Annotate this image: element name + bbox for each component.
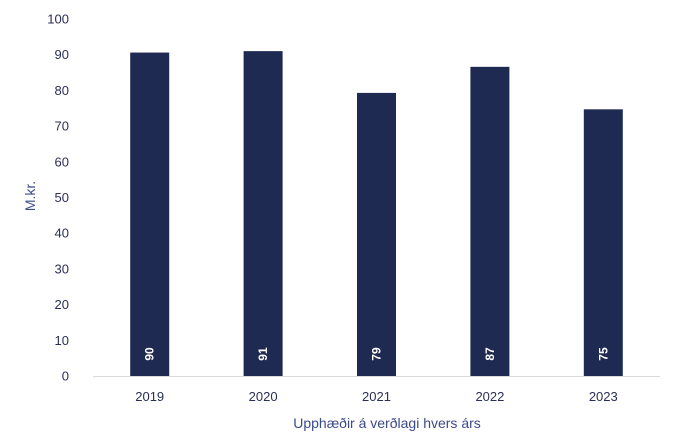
value-label-2021: 79: [370, 347, 384, 361]
y-tick-label: 100: [47, 12, 69, 27]
y-tick-label: 0: [62, 369, 69, 384]
bar-2023: [583, 109, 623, 377]
y-tick-label: 50: [55, 190, 69, 205]
bar-2021: [357, 92, 396, 377]
y-tick-label: 30: [55, 261, 69, 276]
y-tick-label: 20: [55, 297, 69, 312]
x-tick-label: 2019: [135, 389, 164, 404]
y-tick-label: 60: [55, 154, 69, 169]
bar-2020: [243, 51, 283, 376]
y-tick-label: 70: [55, 119, 69, 134]
bars: [130, 51, 623, 377]
value-label-2019: 90: [143, 347, 157, 361]
y-tick-label: 40: [55, 226, 69, 241]
y-tick-label: 10: [55, 333, 69, 348]
x-tick-label: 2022: [475, 389, 504, 404]
bar-2022: [470, 66, 510, 376]
y-axis-ticks: 0 10 20 30 40 50 60 70 80 90 100: [47, 12, 69, 384]
x-axis-ticks: 2019 2020 2021 2022 2023: [135, 389, 618, 404]
value-label-2022: 87: [483, 347, 497, 361]
y-axis-title: M.kr.: [22, 181, 38, 211]
y-tick-label: 80: [55, 83, 69, 98]
x-axis-title: Upphæðir á verðlagi hvers árs: [293, 415, 481, 431]
x-tick-label: 2021: [362, 389, 391, 404]
x-tick-label: 2023: [589, 389, 618, 404]
value-label-2023: 75: [596, 347, 610, 361]
bar-2019: [130, 52, 170, 377]
x-tick-label: 2020: [249, 389, 278, 404]
value-labels: 90 91 79 87 75: [143, 347, 611, 361]
value-label-2020: 91: [256, 347, 270, 361]
y-tick-label: 90: [55, 47, 69, 62]
